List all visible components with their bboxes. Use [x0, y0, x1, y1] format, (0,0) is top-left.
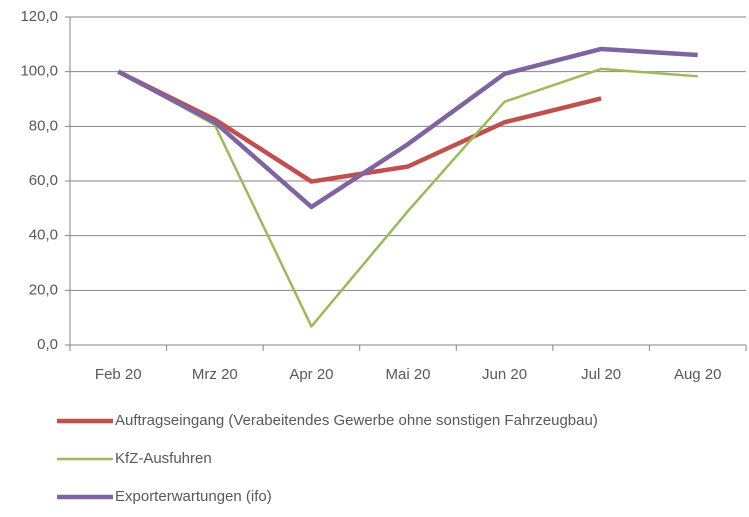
- y-tick-label: 40,0: [29, 227, 58, 244]
- x-tick-label: Mrz 20: [192, 366, 238, 383]
- x-tick-label: Apr 20: [289, 366, 333, 383]
- legend-label: KfZ-Ausfuhren: [115, 450, 212, 467]
- series-line: [117, 67, 698, 328]
- y-tick-label: 100,0: [20, 63, 58, 80]
- x-tick-label: Feb 20: [95, 366, 142, 383]
- y-tick-label: 80,0: [29, 117, 58, 134]
- legend-label: Exporterwartungen (ifo): [115, 488, 272, 505]
- x-tick-label: Jul 20: [581, 366, 621, 383]
- y-tick-label: 60,0: [29, 172, 58, 189]
- y-tick-label: 20,0: [29, 281, 58, 298]
- y-tick-label: 120,0: [20, 8, 58, 25]
- x-tick-label: Aug 20: [674, 366, 722, 383]
- x-tick-label: Mai 20: [385, 366, 430, 383]
- legend-label: Auftragseingang (Verabeitendes Gewerbe o…: [115, 412, 598, 429]
- x-tick-label: Jun 20: [482, 366, 527, 383]
- y-tick-label: 0,0: [37, 336, 58, 353]
- series-line: [117, 46, 698, 210]
